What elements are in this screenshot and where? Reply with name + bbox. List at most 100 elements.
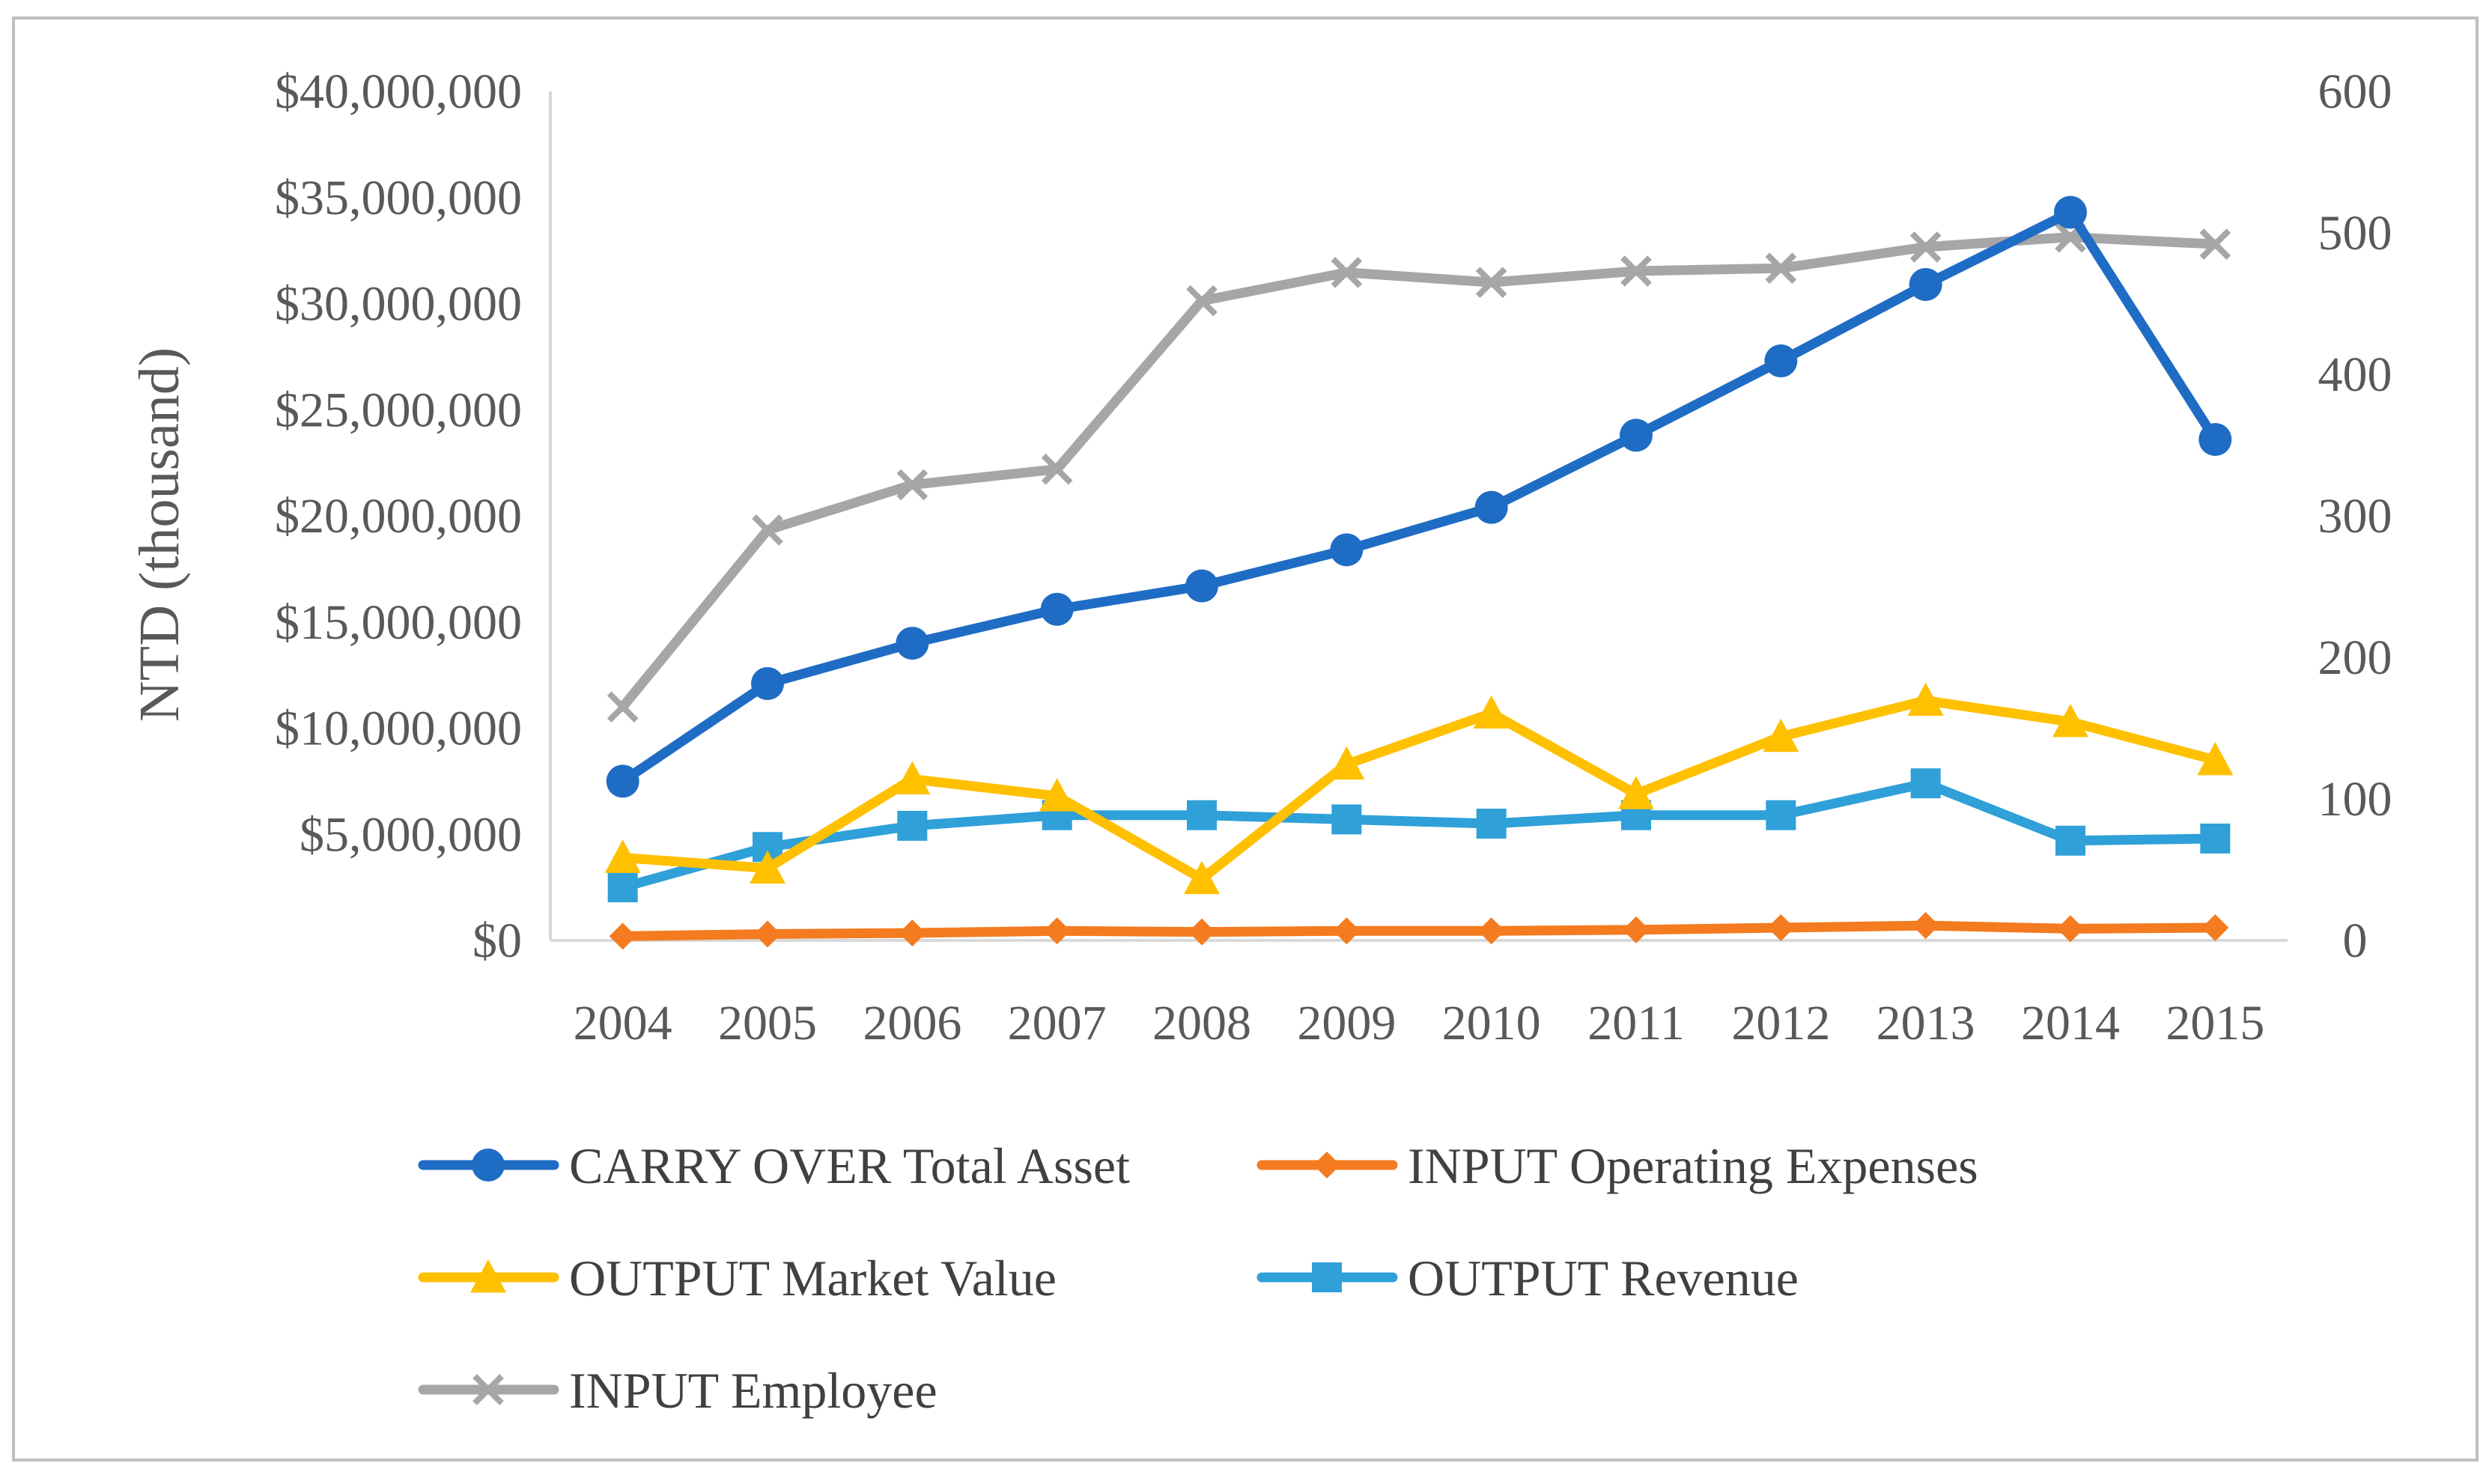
y-tick-label: $30,000,000 <box>275 277 522 332</box>
y-tick-label: $40,000,000 <box>275 64 522 119</box>
y2-tick-label: 200 <box>2318 630 2392 685</box>
data-point <box>751 666 784 700</box>
data-point <box>1909 231 1942 263</box>
x-tick-label: 2004 <box>574 996 672 1050</box>
x-tick-label: 2011 <box>1587 996 1685 1050</box>
data-point <box>1184 860 1220 895</box>
legend-label: CARRY OVER Total Asset <box>569 1137 1130 1194</box>
data-point <box>2201 913 2229 941</box>
data-point <box>1623 916 1650 943</box>
ticks-layer: $0 $5,000,000 $10,000,000 $15,000,000 $20,00… <box>275 64 2392 1050</box>
series-line <box>618 920 2220 941</box>
legend-label: OUTPUT Revenue <box>1408 1250 1799 1307</box>
legend-label: INPUT Operating Expenses <box>1408 1137 1978 1194</box>
chart-frame: $0 $5,000,000 $10,000,000 $15,000,000 $20,00… <box>12 16 2479 1462</box>
y-tick-label: $35,000,000 <box>275 171 522 225</box>
data-point <box>606 764 639 798</box>
x-tick-label: 2010 <box>1442 996 1541 1050</box>
series-line <box>618 696 2220 884</box>
legend-label: OUTPUT Market Value <box>569 1250 1057 1307</box>
legend-marker <box>470 1259 506 1293</box>
y-tick-label: $10,000,000 <box>275 702 522 756</box>
data-point <box>607 872 638 903</box>
data-point <box>897 810 928 841</box>
legend-item: INPUT Operating Expenses <box>1256 1137 1978 1194</box>
x-tick-label: 2014 <box>2021 996 2120 1050</box>
data-point <box>1186 285 1218 317</box>
y2-tick-label: 600 <box>2318 64 2392 119</box>
legend-marker <box>1312 1262 1342 1292</box>
data-point <box>896 627 929 660</box>
series-layer <box>604 195 2234 950</box>
data-point <box>1477 917 1505 945</box>
data-point <box>1473 695 1510 729</box>
legend-item: OUTPUT Revenue <box>1256 1250 1799 1307</box>
data-point <box>899 919 926 947</box>
legend-marker <box>1313 1152 1340 1179</box>
data-point <box>1476 809 1507 839</box>
series-carry-over-total-asset <box>606 195 2232 798</box>
data-point <box>1187 800 1217 830</box>
x-tick-label: 2005 <box>718 996 817 1050</box>
legend-item: OUTPUT Market Value <box>418 1250 1057 1307</box>
series-output-revenue <box>607 768 2231 903</box>
data-point <box>1043 917 1071 945</box>
axes-layer <box>549 91 2288 942</box>
data-point <box>2200 823 2231 854</box>
series-input-employee <box>607 221 2231 723</box>
y2-tick-label: 100 <box>2318 772 2392 827</box>
data-point <box>1333 917 1361 945</box>
data-point <box>2055 825 2085 856</box>
data-point <box>1330 533 1364 567</box>
data-point <box>894 761 931 794</box>
legend-item: INPUT Employee <box>418 1362 937 1419</box>
data-point <box>604 839 641 873</box>
data-point <box>1331 804 1362 835</box>
data-point <box>1909 267 1942 301</box>
data-point <box>2197 742 2234 776</box>
chart-svg: $0 $5,000,000 $10,000,000 $15,000,000 $20,00… <box>128 64 2392 1419</box>
y2-tick-label: 300 <box>2318 489 2392 544</box>
data-point <box>1040 592 1074 626</box>
legend-marker <box>472 1374 504 1405</box>
x-tick-label: 2012 <box>1731 996 1830 1050</box>
x-tick-label: 2009 <box>1297 996 1396 1050</box>
data-point <box>1912 912 1939 940</box>
data-point <box>1041 453 1073 485</box>
y2-tick-label: 500 <box>2318 206 2392 261</box>
data-point <box>1766 800 1796 830</box>
series-output-market-value <box>604 682 2234 895</box>
data-point <box>1188 918 1215 946</box>
x-tick-label: 2006 <box>863 996 961 1050</box>
legend-label: INPUT Employee <box>569 1362 937 1419</box>
series-line <box>618 207 2220 786</box>
data-point <box>1328 746 1365 780</box>
data-point <box>1618 776 1654 809</box>
data-point <box>1474 490 1508 524</box>
legend-layer: CARRY OVER Total Asset INPUT Operating Ex… <box>418 1137 1978 1419</box>
data-point <box>1475 267 1507 298</box>
data-point <box>1765 252 1797 285</box>
data-point <box>1907 682 1944 717</box>
x-tick-label: 2007 <box>1008 996 1107 1050</box>
data-point <box>754 920 781 948</box>
data-point <box>1764 344 1798 378</box>
data-point <box>1331 257 1363 288</box>
x-tick-label: 2008 <box>1152 996 1251 1050</box>
data-point <box>752 514 783 546</box>
data-point <box>1767 913 1795 941</box>
y-tick-label: $5,000,000 <box>300 807 522 862</box>
y2-tick-label: 400 <box>2318 347 2392 402</box>
series-line <box>618 778 2220 892</box>
x-tick-label: 2015 <box>2166 996 2264 1050</box>
data-point <box>750 850 785 884</box>
series-input-operating-expenses <box>609 912 2229 950</box>
legend-marker <box>472 1149 505 1182</box>
y-tick-label: $0 <box>472 913 522 968</box>
series-line <box>618 232 2220 712</box>
data-point <box>1763 718 1799 752</box>
data-point <box>2199 228 2231 260</box>
data-point <box>1039 778 1075 812</box>
data-point <box>1910 768 1941 799</box>
data-point <box>1620 419 1653 452</box>
